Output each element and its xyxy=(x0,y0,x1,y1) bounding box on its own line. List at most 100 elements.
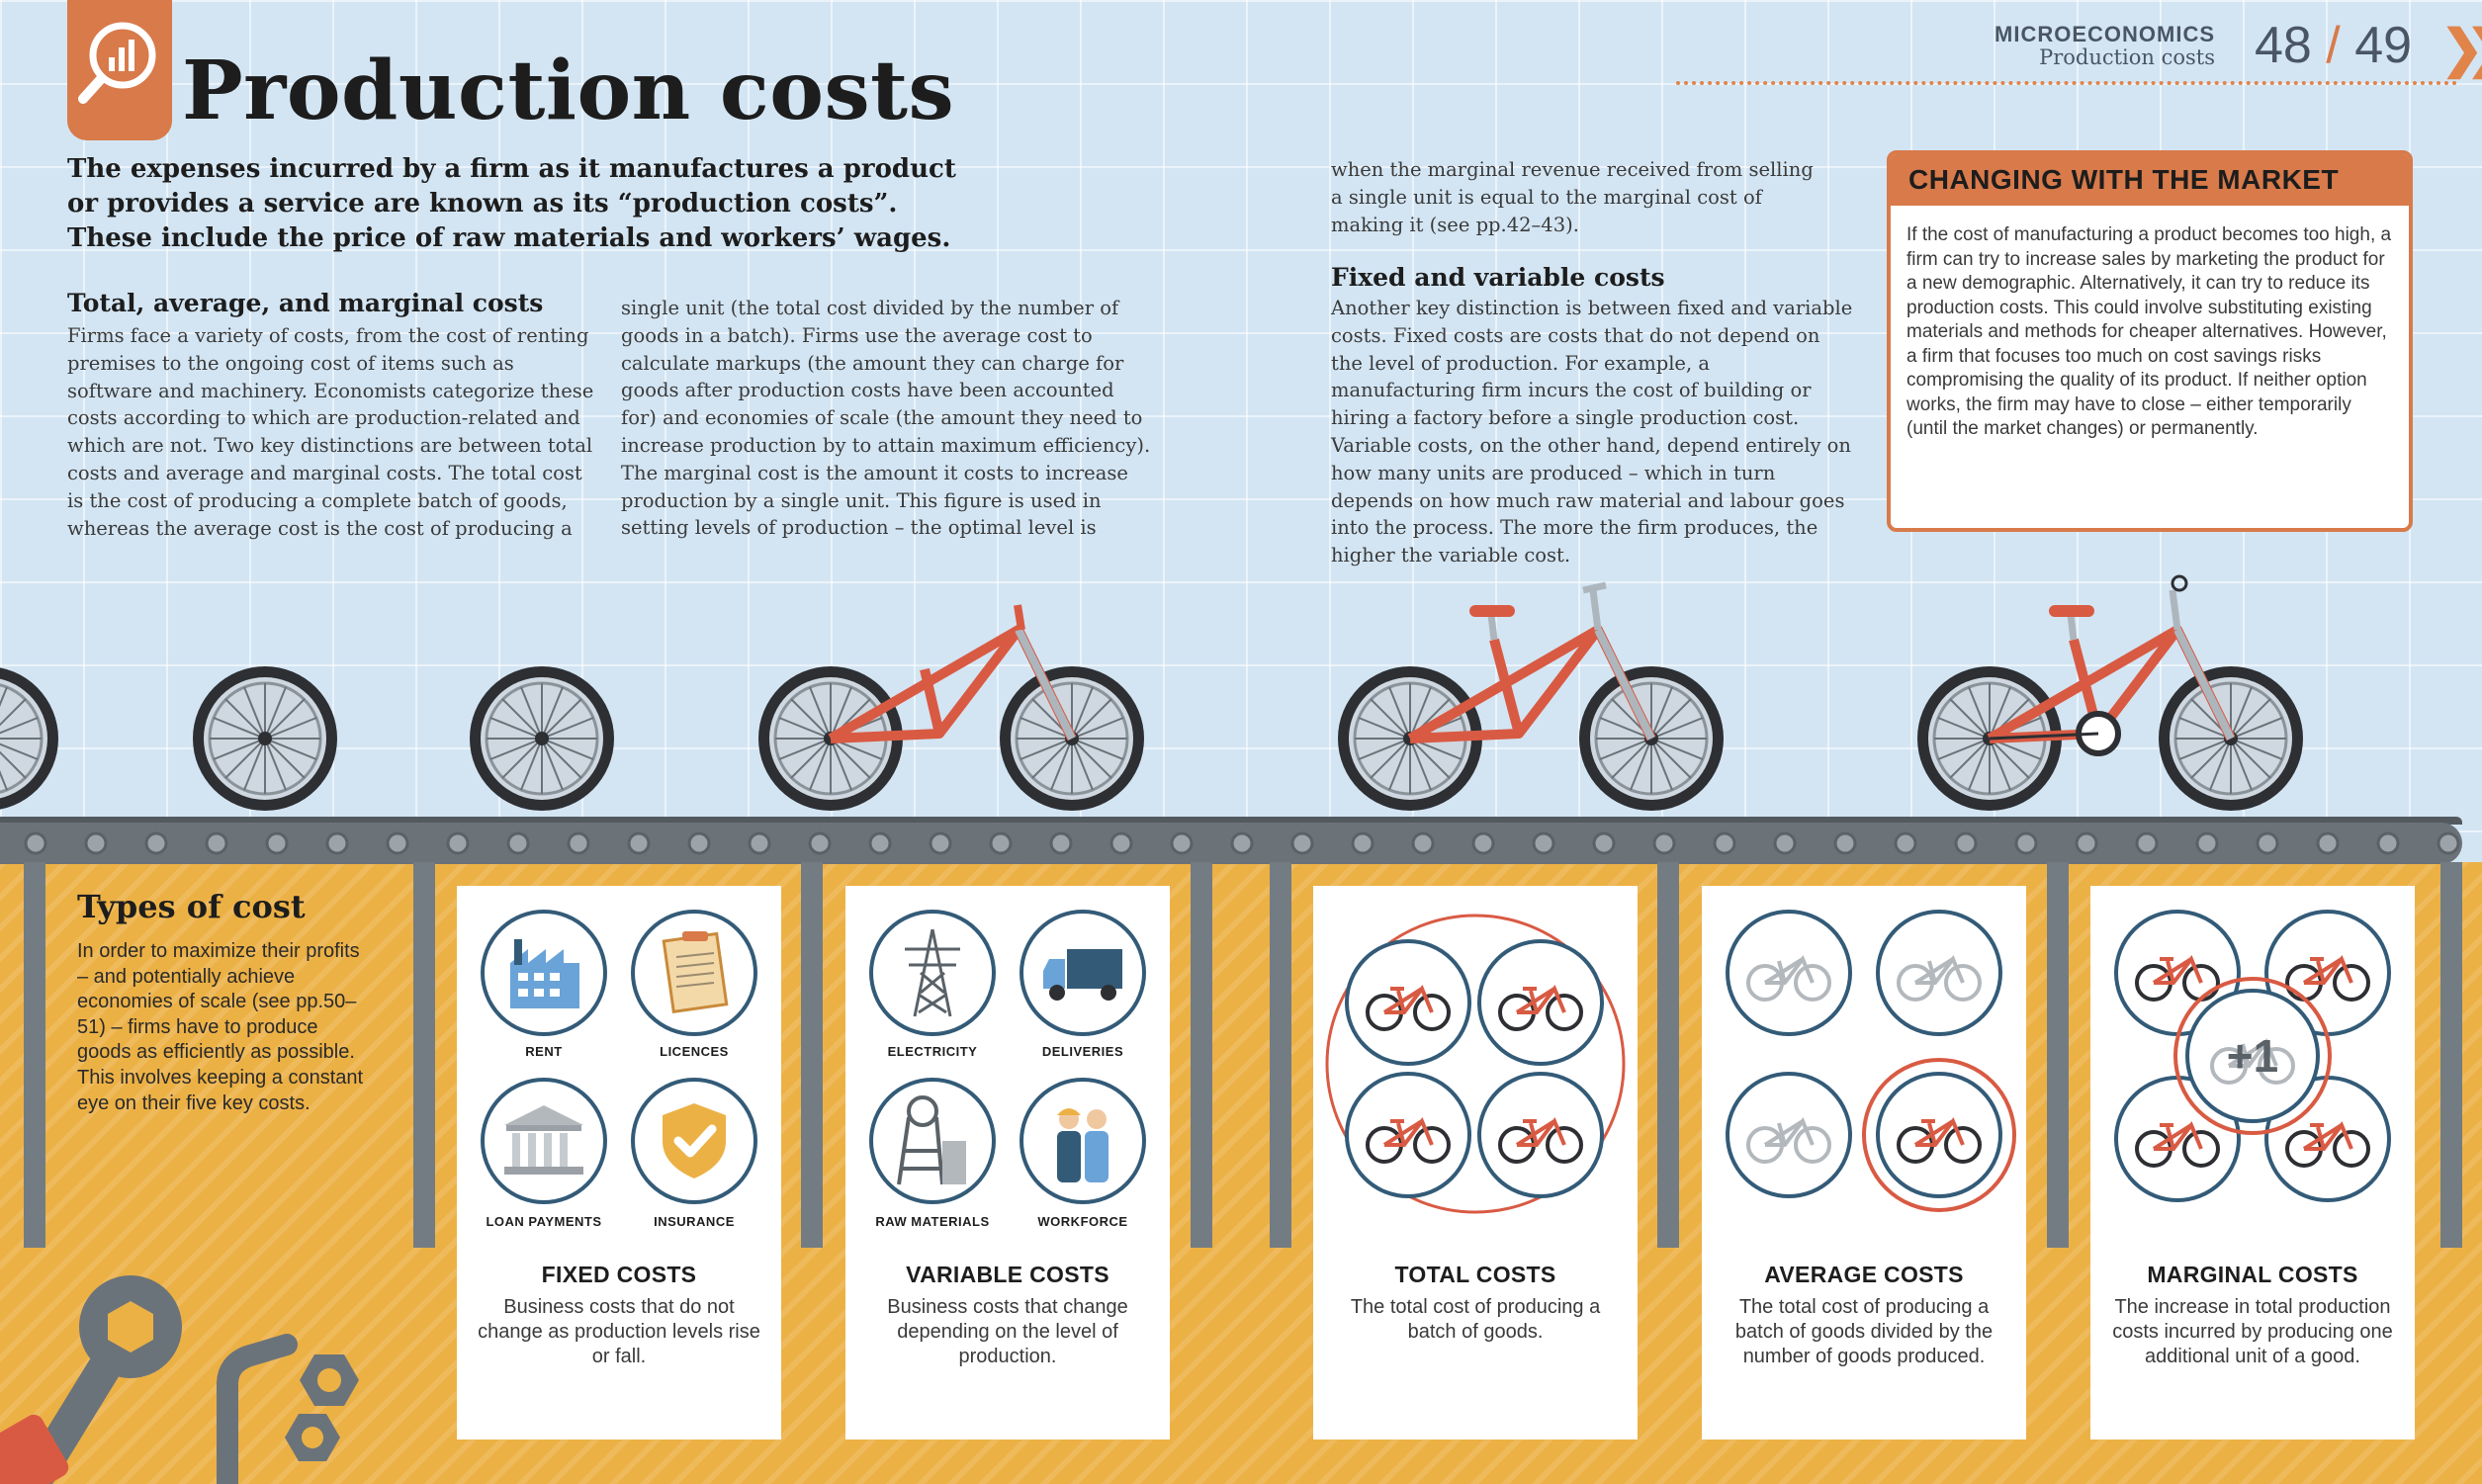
bicycle-icon xyxy=(1345,1072,1471,1198)
types-of-cost-title: Types of cost xyxy=(77,888,306,925)
card-desc-marginal-costs: The increase in total production costs i… xyxy=(2112,1296,2393,1367)
page-numbers: 48 / 49 xyxy=(2255,16,2412,75)
conveyor-roller xyxy=(2195,831,2219,855)
total-costs-illustration xyxy=(1325,914,1626,1214)
header-divider xyxy=(1676,81,2457,85)
card-desc-total-costs: The total cost of producing a batch of g… xyxy=(1350,1296,1601,1343)
bicycle-wheel xyxy=(0,664,60,813)
conveyor-roller xyxy=(1592,831,1616,855)
conveyor-roller xyxy=(868,831,892,855)
intro-paragraph: The expenses incurred by a firm as it ma… xyxy=(67,154,956,253)
bicycle-wheel xyxy=(191,664,339,813)
clipboard-icon xyxy=(631,910,757,1036)
types-of-cost-text: In order to maximize their profits – and… xyxy=(77,940,364,1114)
sidebar-body: If the cost of manufacturing a product b… xyxy=(1906,224,2392,439)
bicycle-icon xyxy=(1726,910,1852,1036)
icon-label-electricity: ELECTRICITY xyxy=(887,1044,978,1059)
icon-label-workforce: WORKFORCE xyxy=(1037,1214,1128,1229)
nut-icon xyxy=(285,1414,340,1461)
bicycle-icon xyxy=(1726,1072,1852,1198)
conveyor-roller xyxy=(1170,831,1194,855)
conveyor-roller xyxy=(1833,831,1857,855)
conveyor-belt-top xyxy=(0,817,2462,825)
bicycle-icon xyxy=(1876,1072,2002,1198)
chart-magnifier-icon xyxy=(78,22,156,104)
conveyor-roller xyxy=(1713,831,1736,855)
conveyor-leg xyxy=(1657,862,1679,1248)
conveyor-roller xyxy=(1109,831,1133,855)
body-column-3: Another key distinction is between fixed… xyxy=(1331,297,1853,567)
marginal-costs-illustration: +1 xyxy=(2114,910,2391,1202)
conveyor-leg xyxy=(1191,862,1212,1248)
conveyor-roller xyxy=(1652,831,1676,855)
body-column-2: single unit (the total cost divided by t… xyxy=(621,297,1151,540)
conveyor-roller xyxy=(1773,831,1797,855)
bank-icon xyxy=(481,1078,607,1204)
card-total-costs: TOTAL COSTS The total cost of producing … xyxy=(1313,886,1638,1440)
bicycle-wheel xyxy=(468,664,616,813)
card-marginal-costs: +1 MARGINAL COSTS The increase in total … xyxy=(2090,886,2415,1440)
section-heading-total-average-marginal: Total, average, and marginal costs xyxy=(67,289,544,317)
pylon-icon xyxy=(869,910,996,1036)
conveyor-roller xyxy=(506,831,530,855)
conveyor-roller xyxy=(386,831,409,855)
conveyor-roller xyxy=(1290,831,1314,855)
conveyor-roller xyxy=(1411,831,1435,855)
conveyor-roller xyxy=(2437,831,2460,855)
body-column-1: Firms face a variety of costs, from the … xyxy=(67,324,594,540)
sidebar-title: CHANGING WITH THE MARKET xyxy=(1891,154,2409,206)
icon-label-insurance: INSURANCE xyxy=(654,1214,735,1229)
factory-icon xyxy=(481,910,607,1036)
conveyor-roller xyxy=(446,831,470,855)
conveyor-roller xyxy=(265,831,289,855)
icon-label-rent: RENT xyxy=(525,1044,563,1059)
mine-icon xyxy=(869,1078,996,1204)
conveyor-leg xyxy=(413,862,435,1248)
section-sublabel: Production costs xyxy=(2039,45,2215,69)
conveyor-roller xyxy=(24,831,47,855)
conveyor-roller xyxy=(2075,831,2098,855)
page-number-left: 48 xyxy=(2255,17,2312,74)
conveyor-roller xyxy=(989,831,1013,855)
conveyor-roller xyxy=(2256,831,2279,855)
header-icon-tab xyxy=(67,0,172,140)
body-column-3-lead: when the marginal revenue received from … xyxy=(1331,158,1814,236)
section-heading-fixed-variable: Fixed and variable costs xyxy=(1331,263,1665,292)
truck-icon xyxy=(1019,910,1146,1036)
wrench-and-nuts-illustration xyxy=(0,1275,359,1484)
card-fixed-costs: RENT LICENCES LOAN PAYMENTS INSURANCE FI… xyxy=(457,886,781,1440)
conveyor-leg xyxy=(2440,862,2462,1248)
page-separator: / xyxy=(2326,17,2341,74)
page-title: Production costs xyxy=(182,44,955,138)
conveyor-roller xyxy=(1894,831,1917,855)
icon-label-raw-materials: RAW MATERIALS xyxy=(875,1214,990,1229)
section-label: MICROECONOMICS xyxy=(1994,22,2215,46)
bicycle-icon xyxy=(1876,910,2002,1036)
wrench-icon xyxy=(0,1275,182,1484)
icon-label-licences: LICENCES xyxy=(660,1044,729,1059)
bicycle-icon xyxy=(1477,939,1604,1066)
conveyor-roller xyxy=(2135,831,2159,855)
card-title-total-costs: TOTAL COSTS xyxy=(1394,1262,1556,1287)
nut-icon xyxy=(300,1354,359,1406)
conveyor-roller xyxy=(1230,831,1254,855)
average-costs-illustration xyxy=(1726,910,2016,1212)
bicycle-stage-seat xyxy=(1336,581,1726,813)
conveyor-roller xyxy=(325,831,349,855)
conveyor-roller xyxy=(205,831,228,855)
conveyor-roller xyxy=(1351,831,1374,855)
card-variable-costs: ELECTRICITY DELIVERIES RAW MATERIALS WOR… xyxy=(845,886,1170,1440)
card-title-fixed-costs: FIXED COSTS xyxy=(541,1262,697,1287)
conveyor-roller xyxy=(2376,831,2400,855)
conveyor-roller xyxy=(808,831,832,855)
bicycle-assembly-illustration xyxy=(0,574,2305,813)
conveyor-roller xyxy=(929,831,952,855)
shield-check-icon xyxy=(631,1078,757,1204)
double-chevron-right-icon[interactable]: ❯❯ xyxy=(2440,21,2482,78)
conveyor-roller xyxy=(748,831,771,855)
conveyor-leg xyxy=(2047,862,2069,1248)
conveyor-leg xyxy=(24,862,45,1248)
conveyor-roller xyxy=(144,831,168,855)
card-desc-fixed-costs: Business costs that do not change as pro… xyxy=(478,1296,760,1367)
conveyor-rollers xyxy=(24,831,2460,855)
